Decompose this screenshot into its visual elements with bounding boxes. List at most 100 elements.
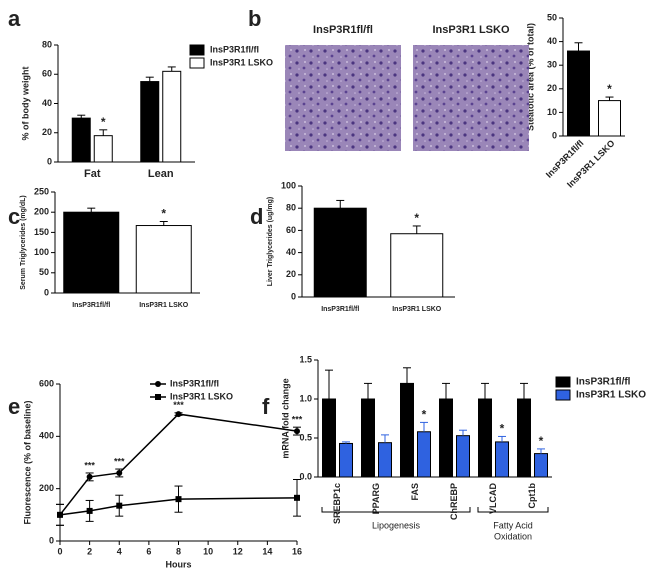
y-tick-label: 10 bbox=[547, 107, 557, 117]
group-bracket bbox=[477, 507, 549, 513]
bar bbox=[162, 70, 182, 163]
group-label: Oxidation bbox=[494, 531, 532, 541]
legend-swatch bbox=[189, 44, 205, 56]
significance: * bbox=[101, 115, 106, 129]
panel-letter: f bbox=[262, 394, 270, 419]
y-tick-label: 0 bbox=[49, 535, 54, 545]
bar bbox=[439, 398, 453, 478]
y-tick-label: 80 bbox=[42, 39, 52, 49]
y-axis-label: Serum Triglycerides (mg/dL) bbox=[20, 195, 27, 290]
marker bbox=[116, 502, 123, 509]
legend-label: InsP3R1 LSKO bbox=[576, 390, 646, 401]
marker bbox=[175, 411, 182, 418]
x-tick-label: VLCAD bbox=[488, 483, 498, 514]
significance: * bbox=[607, 82, 612, 96]
bar bbox=[598, 100, 621, 137]
x-tick-label: InsP3R1 LSKO bbox=[139, 302, 189, 309]
bar bbox=[534, 453, 548, 478]
y-tick-label: 200 bbox=[39, 483, 54, 493]
y-tick-label: 200 bbox=[34, 207, 49, 217]
x-tick-label: 8 bbox=[176, 546, 181, 556]
y-tick-label: 600 bbox=[39, 378, 54, 388]
legend-label: InsP3R1fl/fl bbox=[576, 377, 631, 388]
marker bbox=[116, 469, 123, 476]
x-tick-label: PPARG bbox=[371, 483, 381, 514]
image-title: InsP3R1fl/fl bbox=[313, 24, 373, 36]
y-tick-label: 60 bbox=[42, 69, 52, 79]
bar bbox=[400, 382, 414, 478]
x-tick-label: 0 bbox=[57, 546, 62, 556]
y-tick-label: 1.0 bbox=[299, 393, 312, 403]
bar bbox=[417, 431, 431, 478]
legend-label: InsP3R1fl/fl bbox=[210, 44, 259, 54]
y-tick-label: 30 bbox=[547, 60, 557, 70]
histology-image bbox=[285, 45, 401, 151]
bar bbox=[135, 225, 192, 294]
group-bracket bbox=[321, 507, 471, 513]
panel-letter: a bbox=[8, 6, 21, 31]
y-tick-label: 400 bbox=[39, 431, 54, 441]
bar bbox=[517, 398, 531, 478]
x-tick-label: FAS bbox=[410, 483, 420, 501]
x-tick-label: 16 bbox=[292, 546, 302, 556]
bar bbox=[63, 211, 120, 294]
group-label: Fatty Acid bbox=[493, 520, 533, 530]
y-tick-label: 80 bbox=[286, 203, 296, 213]
bar bbox=[361, 398, 375, 478]
legend-label: InsP3R1fl/fl bbox=[170, 378, 219, 388]
legend-swatch bbox=[189, 57, 205, 69]
x-tick-label: InsP3R1 LSKO bbox=[392, 306, 442, 313]
bar bbox=[378, 442, 392, 478]
legend-label: InsP3R1 LSKO bbox=[210, 57, 273, 67]
y-tick-label: 0 bbox=[552, 130, 557, 140]
significance: *** bbox=[173, 400, 184, 410]
legend-swatch bbox=[555, 376, 571, 388]
y-tick-label: 100 bbox=[34, 247, 49, 257]
marker bbox=[57, 511, 63, 518]
significance: *** bbox=[292, 415, 303, 425]
panel-letter: d bbox=[250, 204, 263, 229]
histology-image bbox=[413, 45, 529, 151]
marker bbox=[175, 496, 182, 503]
y-tick-label: 150 bbox=[34, 227, 49, 237]
x-tick-label: 4 bbox=[117, 546, 122, 556]
marker bbox=[294, 494, 300, 501]
y-tick-label: 100 bbox=[281, 180, 296, 190]
x-tick-label: ChREBP bbox=[449, 483, 459, 520]
significance: * bbox=[422, 408, 427, 422]
significance: * bbox=[161, 207, 166, 221]
x-tick-label: 6 bbox=[146, 546, 151, 556]
y-axis-label: mRNA fold change bbox=[280, 378, 290, 458]
bar bbox=[339, 442, 353, 478]
bar bbox=[140, 81, 160, 163]
panel-letter: b bbox=[248, 6, 261, 31]
bar bbox=[567, 50, 590, 137]
x-tick-label: Lean bbox=[148, 168, 174, 180]
y-tick-label: 60 bbox=[286, 225, 296, 235]
x-tick-label: Cpt1b bbox=[527, 483, 537, 509]
y-tick-label: 0 bbox=[47, 156, 52, 166]
x-tick-label: 12 bbox=[233, 546, 243, 556]
significance: * bbox=[500, 422, 505, 436]
bar bbox=[71, 117, 91, 163]
y-tick-label: 40 bbox=[286, 247, 296, 257]
significance: * bbox=[414, 211, 419, 225]
y-tick-label: 20 bbox=[286, 269, 296, 279]
x-tick-label: 14 bbox=[262, 546, 272, 556]
legend-marker bbox=[155, 394, 161, 400]
group-label: Lipogenesis bbox=[372, 520, 421, 530]
y-axis-label: Steatotic area (% of total) bbox=[525, 23, 535, 131]
panel-letter: e bbox=[8, 394, 20, 419]
x-tick-label: SREBP1c bbox=[332, 483, 342, 524]
y-tick-label: 0 bbox=[44, 287, 49, 297]
bar bbox=[313, 207, 367, 298]
x-tick-label: InsP3R1fl/fl bbox=[321, 306, 359, 313]
legend-marker bbox=[155, 381, 161, 387]
y-tick-label: 50 bbox=[39, 267, 49, 277]
y-axis-label: Liver Triglycerides (ug/mg) bbox=[267, 197, 274, 286]
significance: * bbox=[539, 434, 544, 448]
bar bbox=[390, 233, 444, 298]
y-tick-label: 40 bbox=[547, 36, 557, 46]
bar bbox=[495, 441, 509, 478]
